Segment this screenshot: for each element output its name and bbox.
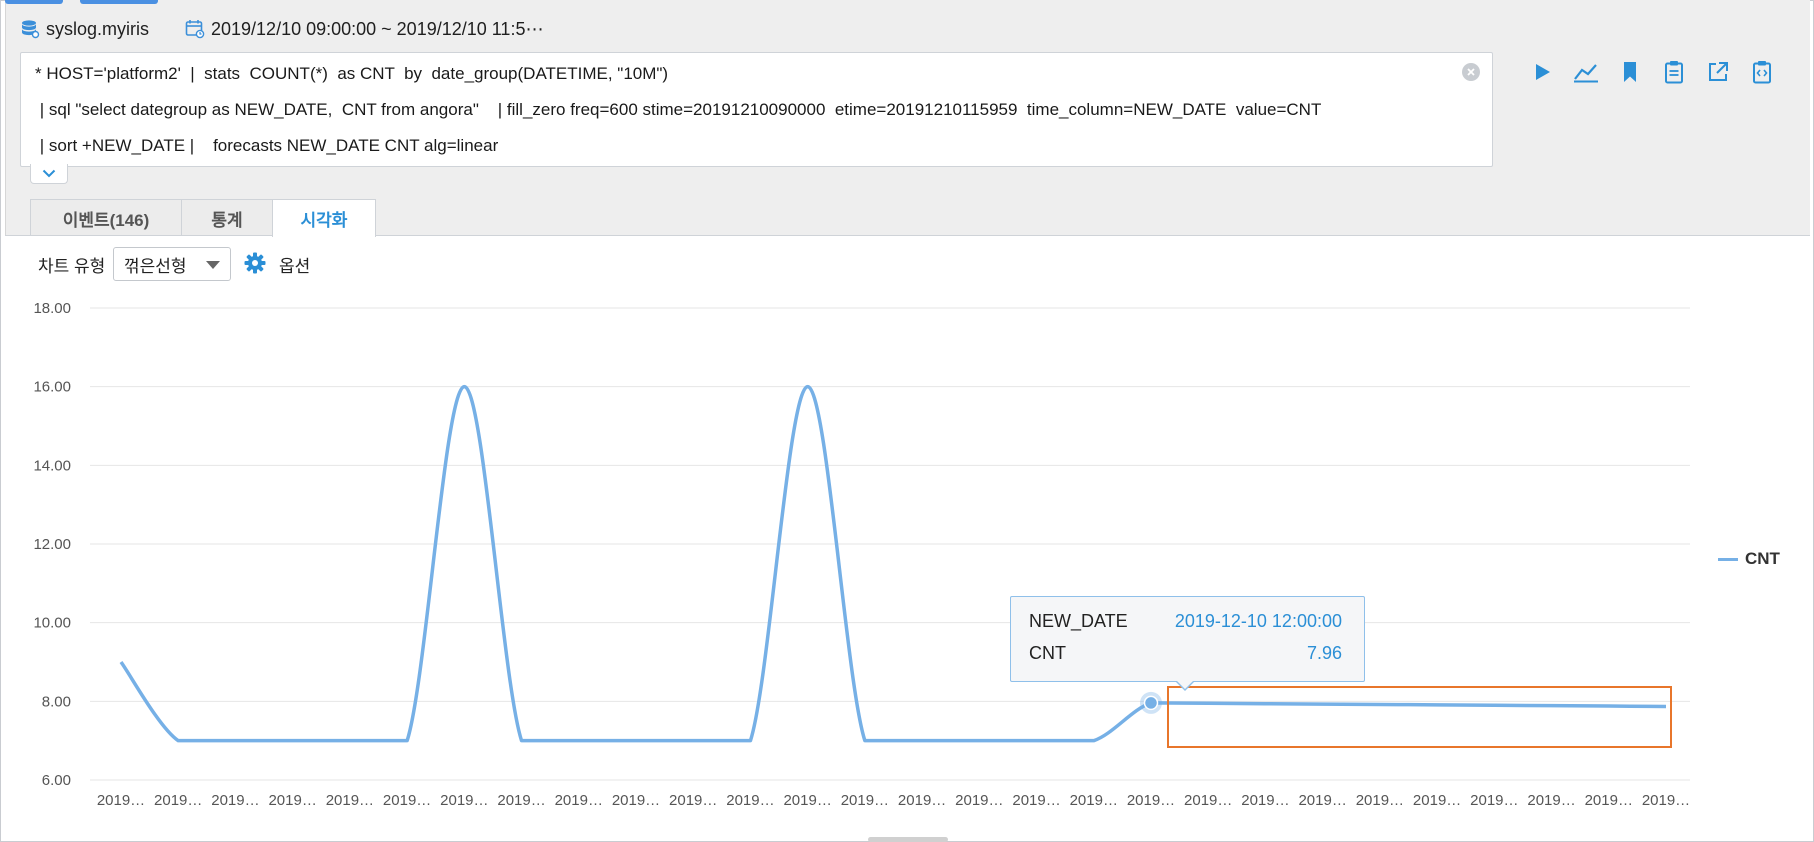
x-tick-label: 2019… — [841, 792, 889, 809]
x-tick-label: 2019… — [154, 792, 202, 809]
bookmark-icon — [1624, 62, 1636, 82]
chart-grid — [90, 307, 1690, 781]
tooltip-arrow — [1177, 681, 1193, 689]
x-tick-label: 2019… — [1585, 792, 1633, 809]
caret-down-icon — [206, 261, 220, 269]
time-range[interactable]: 2019/12/10 09:00:00 ~ 2019/12/10 11:5⋯ — [185, 16, 543, 42]
x-tick-label: 2019… — [783, 792, 831, 809]
play-icon — [1536, 64, 1550, 80]
legend-swatch — [1718, 557, 1738, 561]
tooltip-key-date: NEW_DATE — [1029, 611, 1128, 631]
y-axis: 18.00 16.00 14.00 12.00 10.00 8.00 6.00 — [33, 300, 71, 789]
line-chart-icon — [1574, 64, 1598, 83]
y-tick-label: 14.00 — [33, 457, 71, 474]
chart-tooltip: NEW_DATE 2019-12-10 12:00:00 CNT 7.96 — [1010, 596, 1365, 682]
tab-events[interactable]: 이벤트(146) — [30, 199, 182, 236]
bookmark-button[interactable] — [1616, 58, 1644, 86]
top-tab-indicator — [5, 0, 63, 4]
x-tick-label: 2019… — [1298, 792, 1346, 809]
y-tick-label: 10.00 — [33, 615, 71, 632]
x-tick-label: 2019… — [1356, 792, 1404, 809]
chart-type-select[interactable]: 꺾은선형 — [113, 247, 231, 281]
y-tick-label: 8.00 — [42, 693, 71, 710]
top-tab-indicator — [80, 0, 158, 4]
x-tick-label: 2019… — [440, 792, 488, 809]
chevron-down-icon — [42, 169, 56, 178]
gear-icon[interactable] — [244, 252, 266, 274]
query-line: | sql "select dategroup as NEW_DATE, CNT… — [35, 100, 1322, 119]
tab-statistics[interactable]: 통계 — [181, 199, 273, 236]
calendar-icon — [185, 20, 205, 39]
query-line: | sort +NEW_DATE | forecasts NEW_DATE CN… — [35, 136, 499, 155]
run-button[interactable] — [1528, 58, 1556, 86]
clear-query-icon[interactable] — [1462, 63, 1480, 81]
database-icon — [22, 20, 40, 39]
data-source[interactable]: syslog.myiris — [20, 16, 149, 42]
query-line: * HOST='platform2' | stats COUNT(*) as C… — [35, 64, 669, 83]
chart-button[interactable] — [1572, 58, 1600, 86]
x-tick-label: 2019… — [898, 792, 946, 809]
x-tick-label: 2019… — [1413, 792, 1461, 809]
x-tick-label: 2019… — [383, 792, 431, 809]
x-tick-label: 2019… — [268, 792, 316, 809]
y-tick-label: 12.00 — [33, 536, 71, 553]
x-tick-label: 2019… — [726, 792, 774, 809]
x-tick-label: 2019… — [612, 792, 660, 809]
y-tick-label: 18.00 — [33, 300, 71, 317]
x-tick-label: 2019… — [1070, 792, 1118, 809]
x-tick-label: 2019… — [497, 792, 545, 809]
embed-code-button[interactable] — [1748, 58, 1776, 86]
legend-label: CNT — [1745, 549, 1780, 568]
series-cnt — [119, 384, 1667, 743]
x-tick-label: 2019… — [955, 792, 1003, 809]
x-tick-label: 2019… — [669, 792, 717, 809]
x-tick-label: 2019… — [1012, 792, 1060, 809]
x-tick-label: 2019… — [211, 792, 259, 809]
data-source-label: syslog.myiris — [46, 18, 150, 39]
chart-type-value: 꺾은선형 — [124, 256, 187, 276]
x-tick-label: 2019… — [1642, 792, 1690, 809]
tooltip-value-cnt: 7.96 — [1306, 643, 1342, 663]
x-tick-label: 2019… — [97, 792, 145, 809]
code-icon — [1753, 61, 1771, 84]
tooltip-key-cnt: CNT — [1029, 643, 1066, 663]
x-tick-label: 2019… — [1241, 792, 1289, 809]
clipboard-icon — [1665, 61, 1683, 84]
hover-point[interactable] — [1143, 695, 1159, 711]
export-button[interactable] — [1704, 58, 1732, 86]
chart-legend[interactable]: CNT — [1718, 549, 1780, 569]
tab-divider — [5, 235, 1810, 236]
forecast-highlight-box — [1167, 686, 1672, 748]
x-tick-label: 2019… — [1127, 792, 1175, 809]
x-tick-label: 2019… — [1527, 792, 1575, 809]
save-report-button[interactable] — [1660, 58, 1688, 86]
tooltip-value-date: 2019-12-10 12:00:00 — [1174, 611, 1342, 631]
x-tick-label: 2019… — [326, 792, 374, 809]
x-tick-label: 2019… — [555, 792, 603, 809]
x-axis: 2019… 2019… 2019… 2019… 2019… 2019… 2019… 2019…… — [97, 792, 1690, 809]
x-tick-label: 2019… — [1470, 792, 1518, 809]
time-range-label: 2019/12/10 09:00:00 ~ 2019/12/10 11:5⋯ — [211, 18, 544, 39]
y-tick-label: 6.00 — [42, 772, 71, 789]
x-tick-label: 2019… — [1184, 792, 1232, 809]
chart-type-label: 차트 유형 — [38, 257, 106, 276]
query-editor[interactable]: * HOST='platform2' | stats COUNT(*) as C… — [20, 52, 1493, 167]
series-line — [119, 384, 1667, 743]
tab-visualization[interactable]: 시각화 — [272, 199, 376, 237]
y-tick-label: 16.00 — [33, 379, 71, 396]
expand-query-button[interactable] — [30, 164, 68, 184]
options-label[interactable]: 옵션 — [279, 257, 311, 276]
horizontal-scrollbar[interactable] — [868, 837, 948, 842]
export-icon — [1709, 62, 1728, 81]
